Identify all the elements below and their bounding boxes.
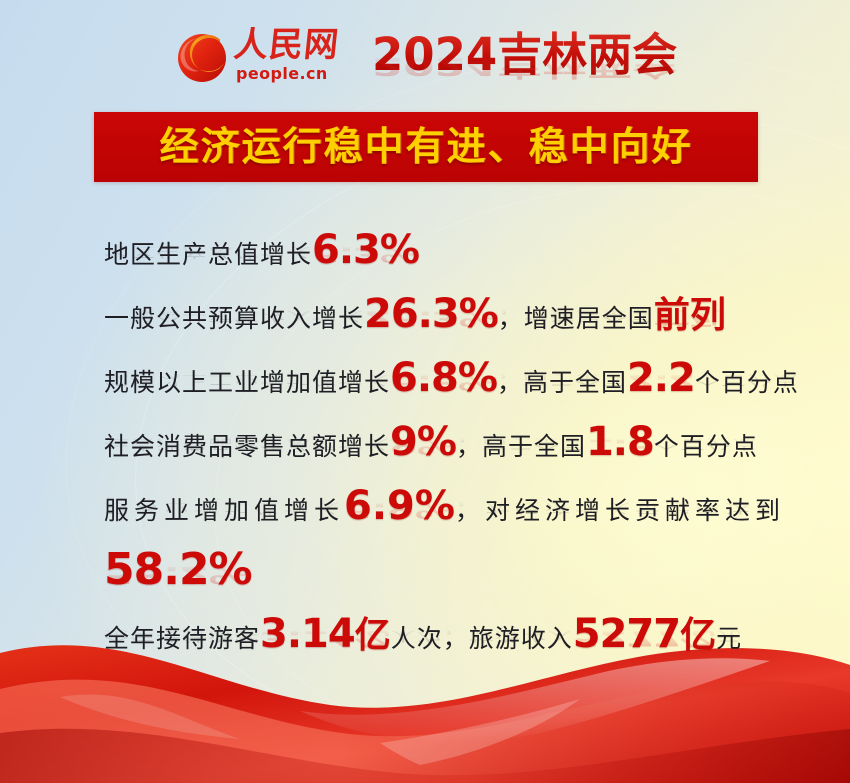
stat-value: 6.9%: [344, 483, 455, 529]
red-silk-ribbon: [0, 593, 850, 783]
stat-line-content: 58.2%: [104, 542, 804, 598]
stat-text: 全年接待游客: [104, 624, 261, 653]
page-title: 2024吉林两会: [372, 26, 677, 84]
stat-text: ，对经济增长贡献率达到: [454, 496, 785, 525]
stat-text: 元: [716, 624, 743, 653]
people-cn-sphere-icon: [176, 32, 228, 84]
stat-text: 社会消费品零售总额增长: [104, 432, 391, 461]
stat-line-gdp-growth: 地区生产总值增长6.3% 地区生产总值增长6.3%: [104, 222, 804, 278]
stat-line-content: 规模以上工业增加值增长6.8%，高于全国2.2个百分点: [104, 350, 804, 406]
stat-value: 2.2: [626, 355, 696, 401]
stat-line-service-contribution-rate: 58.2% 58.2%: [104, 542, 804, 598]
stat-text: 服务业增加值增长: [104, 496, 345, 525]
stat-line-tourism: 全年接待游客3.14亿人次，旅游收入5277亿元 全年接待游客3.14亿人次，旅游…: [104, 606, 804, 662]
stat-line-content: 一般公共预算收入增长26.3%，增速居全国前列: [104, 286, 804, 342]
stat-text: 规模以上工业增加值增长: [104, 368, 391, 397]
stat-value: 亿: [680, 614, 717, 656]
header: 人民网 people.cn 2024吉林两会 2024吉林两会: [0, 0, 850, 104]
logo-chinese-text: 人民网: [231, 25, 342, 65]
stat-text: 地区生产总值增长: [104, 240, 313, 269]
stat-value: 6.8%: [390, 355, 498, 401]
title-block: 2024吉林两会 2024吉林两会: [372, 26, 677, 88]
stat-text: ，高于全国: [455, 432, 586, 461]
stat-text: 个百分点: [694, 368, 799, 397]
stat-value: 6.3%: [312, 227, 420, 273]
stat-line-retail-sales: 社会消费品零售总额增长9%，高于全国1.8个百分点 社会消费品零售总额增长9%，高…: [104, 414, 804, 470]
stat-text: 个百分点: [653, 432, 758, 461]
stat-value: 58.2%: [104, 544, 253, 595]
stat-line-content: 全年接待游客3.14亿人次，旅游收入5277亿元: [104, 606, 804, 662]
logo-domain-text: people.cn: [236, 64, 328, 83]
headline-banner-text: 经济运行稳中有进、稳中向好: [159, 124, 693, 170]
stat-value: 3.14: [260, 611, 356, 657]
stat-line-content: 社会消费品零售总额增长9%，高于全国1.8个百分点: [104, 414, 804, 470]
stat-line-public-budget-revenue: 一般公共预算收入增长26.3%，增速居全国前列 一般公共预算收入增长26.3%，增…: [104, 286, 804, 342]
stat-value: 9%: [390, 419, 457, 465]
stat-value: 1.8: [585, 419, 655, 465]
stat-value: 26.3%: [364, 291, 499, 337]
statistics-list: 地区生产总值增长6.3% 地区生产总值增长6.3% 一般公共预算收入增长26.3%，…: [104, 222, 804, 670]
stat-line-content: 地区生产总值增长6.3%: [104, 222, 804, 278]
stat-line-industrial-added-value: 规模以上工业增加值增长6.8%，高于全国2.2个百分点 规模以上工业增加值增长6.…: [104, 350, 804, 406]
stat-text: 人次，旅游收入: [390, 624, 573, 653]
stat-value: 前列: [653, 294, 726, 336]
stat-line-content: 服务业增加值增长6.9%，对经济增长贡献率达到: [104, 478, 804, 534]
stat-text: 一般公共预算收入增长: [104, 304, 365, 333]
stat-value: 5277: [572, 611, 681, 657]
site-logo[interactable]: 人民网 people.cn: [176, 25, 341, 92]
stat-line-service-industry: 服务业增加值增长6.9%，对经济增长贡献率达到 服务业增加值增长6.9%，对经济增…: [104, 478, 804, 534]
stat-value: 亿: [354, 614, 391, 656]
headline-banner: 经济运行稳中有进、稳中向好: [94, 112, 758, 182]
stat-text: ，高于全国: [496, 368, 627, 397]
stat-text: ，增速居全国: [497, 304, 654, 333]
